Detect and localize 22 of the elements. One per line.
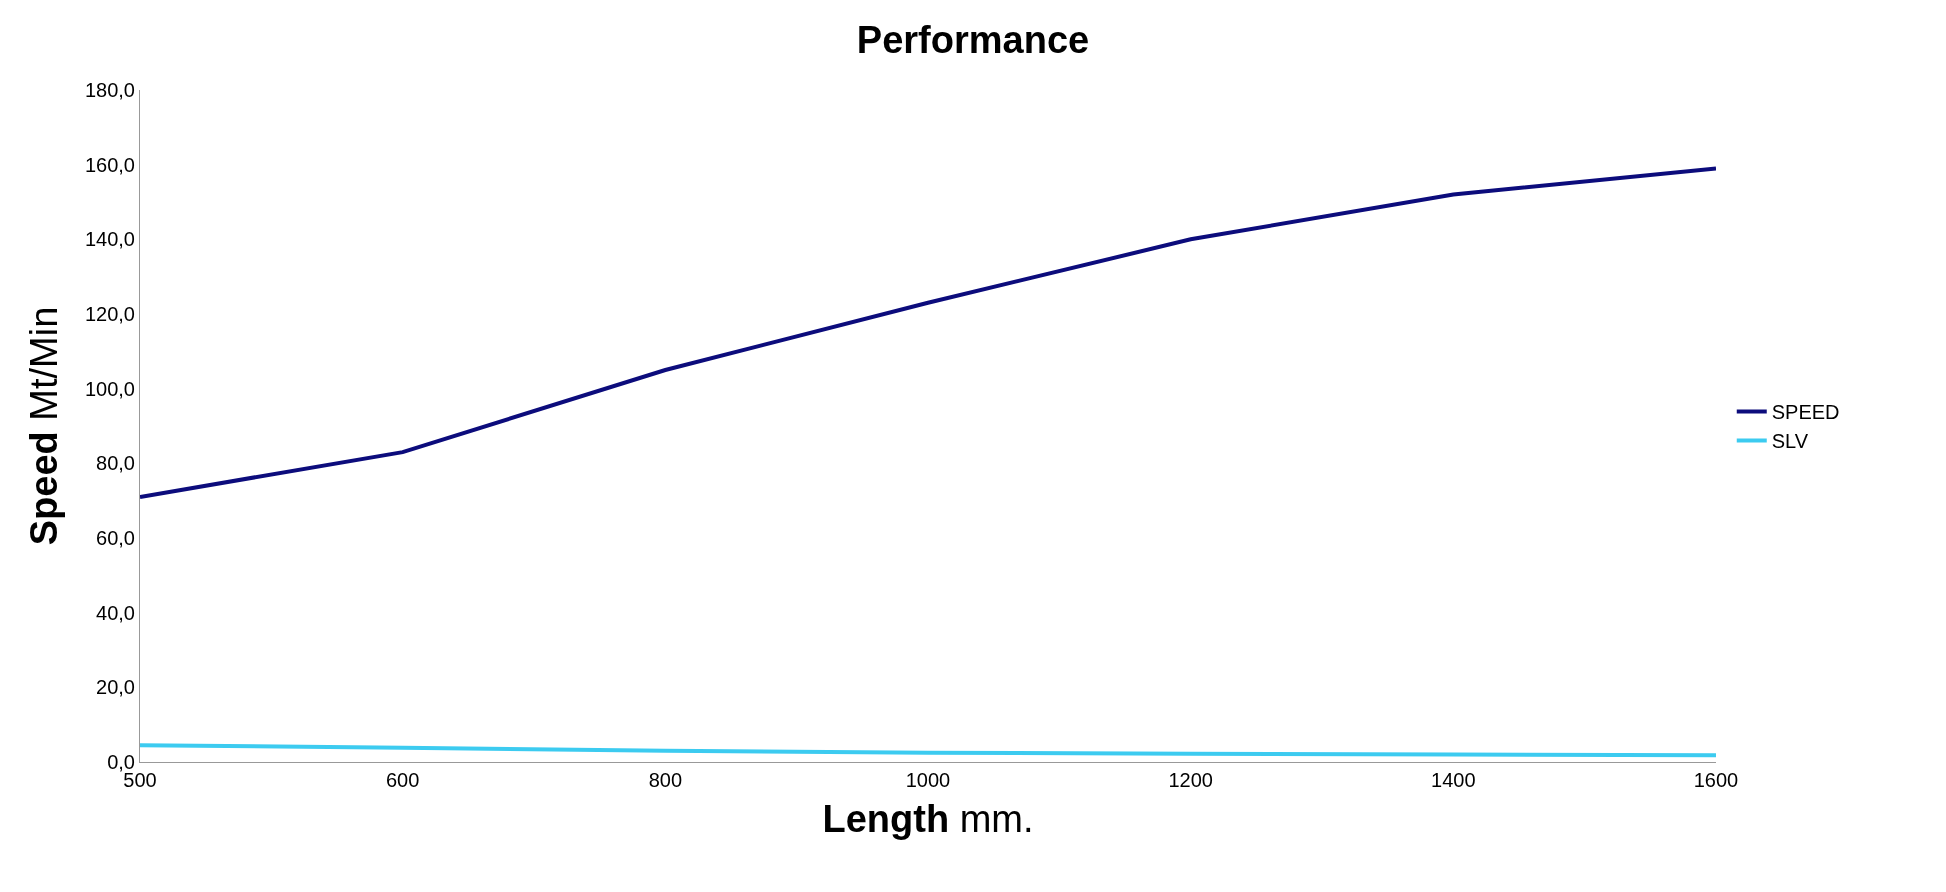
line-series — [140, 166, 1716, 499]
y-tick-label: 80,0 — [96, 452, 135, 475]
x-tick-label: 600 — [385, 769, 420, 791]
y-tick-label: 160,0 — [84, 153, 135, 176]
y-tick-label: 120,0 — [84, 303, 135, 325]
legend-label: SPEED — [1771, 401, 1840, 424]
line-series — [140, 743, 1716, 758]
y-tick-label: 20,0 — [96, 676, 135, 699]
y-tick-label: 40,0 — [96, 601, 135, 624]
y-tick-label: 100,0 — [84, 377, 135, 400]
y-axis-title: Speed Mt/Min — [23, 306, 66, 546]
x-axis-title: Length mm. — [822, 798, 1034, 841]
x-tick-label: 1000 — [905, 769, 951, 791]
y-tick-label: 180,0 — [84, 79, 135, 101]
x-tick-label: 1200 — [1168, 769, 1213, 791]
x-tick-label: 1400 — [1431, 769, 1476, 791]
legend-label: SLV — [1771, 430, 1809, 453]
x-tick-label: 800 — [648, 769, 683, 791]
x-tick-label: 1600 — [1693, 769, 1739, 791]
y-tick-label: 140,0 — [84, 228, 135, 251]
y-tick-label: 60,0 — [96, 527, 135, 549]
chart-title: Performance — [856, 19, 1090, 62]
